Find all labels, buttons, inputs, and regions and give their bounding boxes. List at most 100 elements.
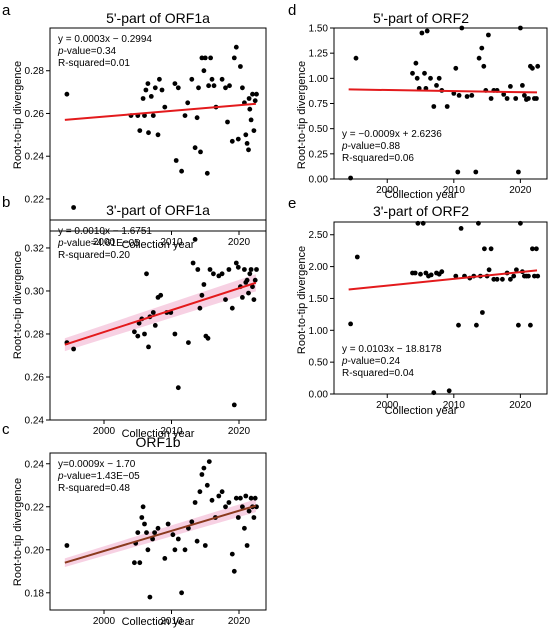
data-point [165, 521, 171, 527]
panel-b: b 3'-part of ORF1a Root-to-tip divergenc… [2, 194, 267, 440]
p-value-label: p-value=1.43E−05 [57, 471, 140, 482]
panel-letter: b [2, 194, 10, 211]
r-squared-label: R-squared=0.06 [342, 153, 414, 164]
data-point [246, 96, 252, 101]
x-tick-label: 2020 [228, 237, 251, 248]
data-point [436, 75, 442, 81]
data-point [530, 65, 535, 71]
data-point [229, 305, 235, 311]
data-point [254, 267, 259, 272]
data-point [202, 543, 208, 548]
data-point [238, 64, 243, 69]
data-point [453, 65, 459, 71]
data-point [248, 267, 254, 272]
y-tick-label: 0.20 [25, 545, 45, 556]
data-point [139, 515, 145, 520]
data-point [244, 543, 250, 548]
data-point [428, 75, 433, 81]
y-tick-label: 0.24 [25, 416, 45, 427]
y-tick-label: 0.50 [309, 124, 329, 135]
data-point [455, 169, 461, 175]
data-point [204, 482, 210, 488]
r-squared-label: R-squared=0.20 [58, 250, 130, 261]
data-point [246, 508, 252, 514]
data-point [137, 128, 143, 134]
data-point [143, 87, 149, 93]
data-point [413, 60, 419, 66]
data-point [240, 504, 245, 510]
data-point [150, 113, 156, 118]
data-point [508, 84, 513, 89]
plot-frame [49, 27, 267, 232]
data-point [150, 310, 156, 315]
data-point [456, 93, 462, 98]
data-point [251, 297, 257, 302]
data-point [173, 158, 179, 163]
chart-title: 5'-part of ORF2 [373, 10, 469, 26]
p-value-label: p-value=4.61E−05 [57, 238, 140, 249]
data-point [479, 45, 485, 51]
x-tick-label: 2010 [160, 616, 183, 627]
y-tick-label: 0.24 [25, 152, 45, 163]
data-point [152, 85, 158, 91]
data-point [446, 388, 452, 394]
y-tick-label: 1.25 [309, 49, 329, 60]
data-point [226, 267, 232, 272]
data-point [157, 76, 162, 82]
data-point [172, 81, 178, 86]
data-point [526, 96, 531, 101]
plot-marks: 2000 2010 2020 0.22 0.24 0.26 0.28 [25, 44, 259, 248]
x-axis-label: Collection year [122, 616, 195, 628]
data-point [247, 271, 253, 277]
data-point [137, 560, 143, 566]
data-point [233, 44, 239, 50]
data-point [508, 276, 513, 282]
y-tick-label: 0.28 [25, 329, 45, 340]
data-point [64, 543, 70, 548]
data-point [513, 96, 519, 101]
data-point [140, 504, 146, 510]
regression-line [64, 102, 256, 121]
data-point [233, 260, 239, 266]
plot-frame [333, 221, 548, 395]
data-point [434, 83, 439, 88]
chart-title: 3'-part of ORF1a [106, 202, 210, 218]
panel-e: e 3'-part of ORF2 Root-to-tip divergence… [288, 195, 548, 417]
regression-line [348, 269, 538, 291]
data-point [444, 104, 450, 109]
data-point [481, 63, 487, 69]
data-point [250, 284, 255, 290]
x-tick-label: 2000 [376, 400, 399, 411]
data-point [431, 104, 437, 109]
data-point [504, 96, 510, 101]
data-point [199, 55, 205, 61]
data-point [155, 132, 161, 138]
data-point [532, 273, 537, 279]
chart-title: 3'-part of ORF2 [373, 203, 469, 219]
plot-marks: 2000 2010 2020 0.24 0.26 0.28 0.30 0.32 [25, 237, 259, 437]
data-point [439, 269, 445, 275]
x-axis-label: Collection year [122, 428, 195, 440]
y-tick-label: 0.50 [309, 358, 329, 369]
data-point [353, 55, 359, 61]
data-point [423, 86, 429, 91]
plot-frame [49, 452, 267, 611]
y-tick-label: 0.26 [25, 372, 45, 383]
data-point [486, 267, 492, 273]
data-point [431, 390, 437, 396]
plot-marks: 2000 2010 2020 0.18 0.20 0.22 0.24 [25, 459, 259, 627]
panel-letter: d [288, 2, 296, 19]
p-value-label: p-value=0.88 [341, 141, 401, 152]
y-tick-label: 0.24 [25, 459, 45, 470]
x-tick-label: 2000 [376, 185, 399, 196]
data-point [458, 226, 464, 231]
data-point [428, 272, 434, 278]
panel-d: d 5'-part of ORF2 Root-to-tip divergence… [288, 2, 548, 201]
data-point [469, 93, 475, 98]
confidence-band [64, 499, 256, 567]
data-point [246, 290, 251, 296]
regression-equation: y = 0.0003x − 0.2994 [58, 34, 152, 45]
data-point [418, 271, 423, 277]
data-point [420, 220, 426, 226]
